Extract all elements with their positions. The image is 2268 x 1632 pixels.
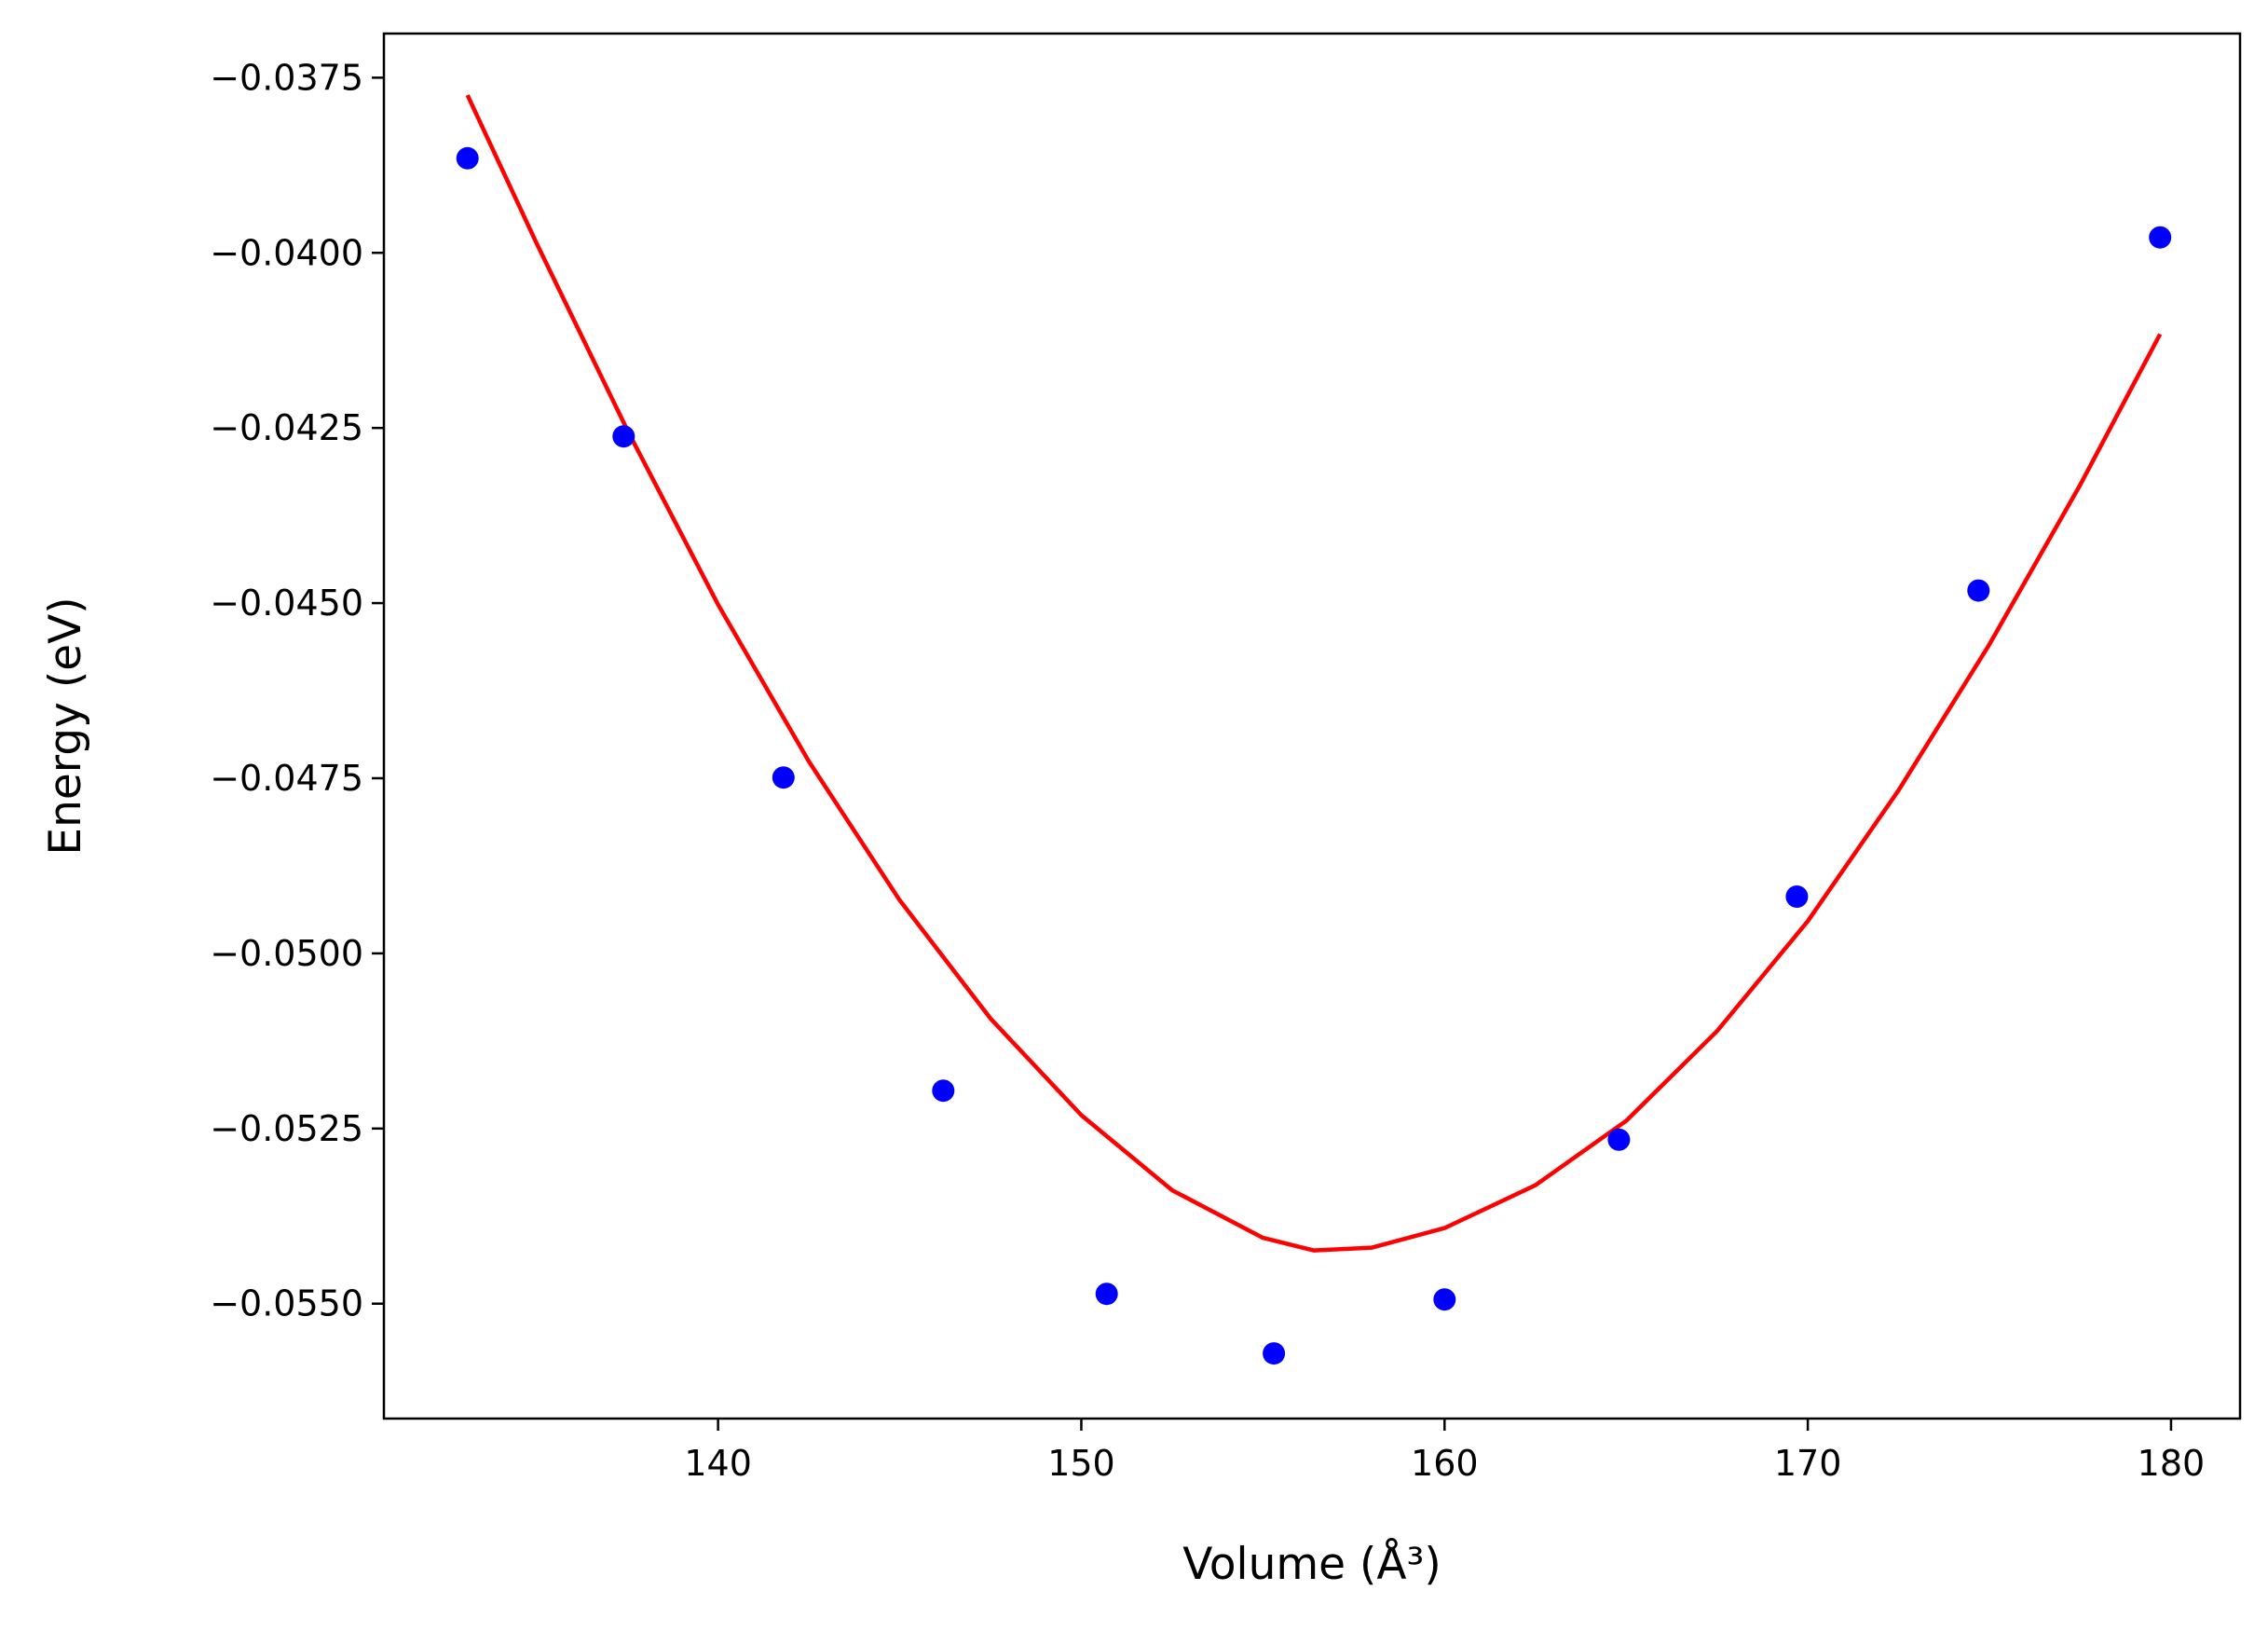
- y-tick-label: −0.0500: [210, 933, 363, 974]
- y-tick-label: −0.0550: [210, 1283, 363, 1324]
- data-point: [1433, 1288, 1456, 1311]
- plot-layer: [456, 94, 2172, 1365]
- data-point: [1095, 1282, 1118, 1306]
- ticks-layer: 140 150 160 170 180 −0.0375 −0.0400 −0.0425 −0.0…: [210, 57, 2205, 1484]
- x-tick-label: 180: [2138, 1443, 2206, 1484]
- x-tick-label: 150: [1047, 1443, 1115, 1484]
- x-axis-title: Volume (Å³): [1182, 1539, 1441, 1590]
- data-point: [2149, 226, 2172, 249]
- data-point: [1785, 885, 1809, 908]
- plot-frame: [382, 32, 2242, 1420]
- x-tick-label: 160: [1411, 1443, 1479, 1484]
- fit-curve: [465, 94, 2163, 1253]
- data-point: [772, 766, 795, 789]
- x-tick-label: 170: [1774, 1443, 1842, 1484]
- x-tick-label: 140: [684, 1443, 752, 1484]
- data-point: [456, 146, 479, 170]
- y-tick-label: −0.0475: [210, 758, 363, 799]
- y-tick-label: −0.0525: [210, 1108, 363, 1149]
- y-axis-title: Energy (eV): [40, 597, 91, 855]
- data-point: [1263, 1342, 1286, 1365]
- y-tick-label: −0.0450: [210, 583, 363, 624]
- data-point: [612, 425, 635, 448]
- y-tick-label: −0.0400: [210, 232, 363, 273]
- data-point: [1607, 1128, 1631, 1151]
- data-point: [1967, 579, 1990, 602]
- y-tick-label: −0.0425: [210, 407, 363, 448]
- data-point: [932, 1079, 955, 1103]
- y-tick-label: −0.0375: [210, 57, 363, 98]
